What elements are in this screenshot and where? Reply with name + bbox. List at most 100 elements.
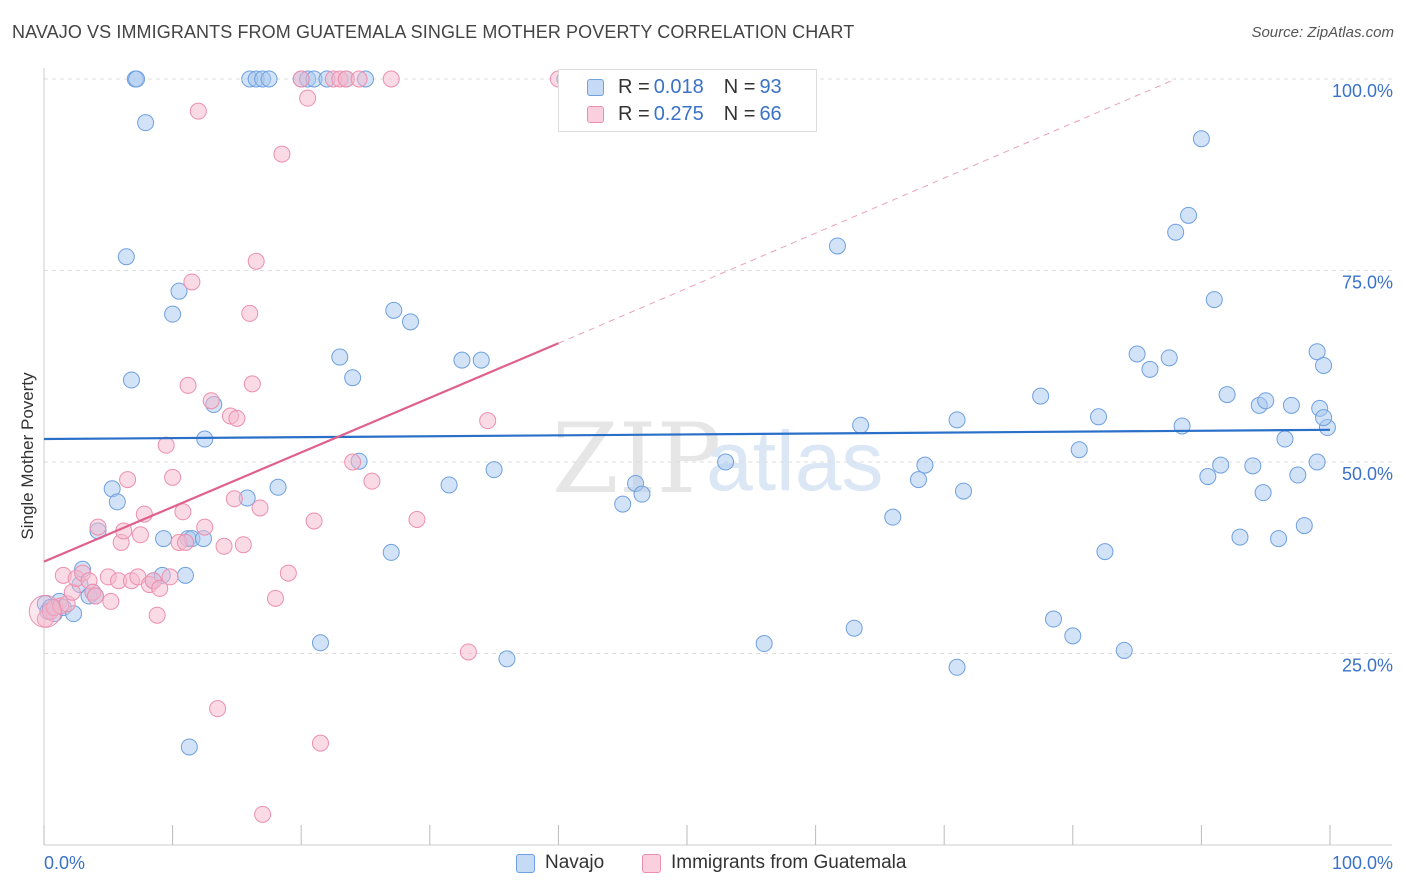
data-point	[122, 371, 140, 389]
data-point	[164, 468, 182, 486]
data-point	[1180, 206, 1198, 224]
data-point	[273, 145, 291, 163]
data-point	[845, 619, 863, 637]
data-point	[157, 436, 175, 454]
data-point	[117, 248, 135, 266]
y-tick-label: 25.0%	[1342, 656, 1393, 676]
data-point	[148, 606, 166, 624]
data-point	[717, 453, 735, 471]
data-point	[385, 301, 403, 319]
data-point	[180, 738, 198, 756]
data-point	[202, 392, 220, 410]
guatemala-n-value: 66	[759, 102, 782, 125]
data-point	[614, 495, 632, 513]
legend-item-guatemala[interactable]: Immigrants from Guatemala	[642, 852, 906, 874]
data-point	[1244, 457, 1262, 475]
data-point	[183, 273, 201, 291]
data-point	[1141, 360, 1159, 378]
data-point	[254, 805, 272, 823]
data-point	[828, 237, 846, 255]
data-point	[1205, 291, 1223, 309]
data-point	[948, 658, 966, 676]
tick-labels: 25.0% 50.0% 75.0% 100.0% 0.0% 100.0%	[44, 81, 1393, 873]
guatemala-trend-extension	[558, 78, 1176, 344]
data-point	[155, 530, 173, 548]
navajo-r-label: R =	[618, 75, 650, 98]
data-point	[1289, 466, 1307, 484]
data-point	[189, 102, 207, 120]
data-point	[215, 537, 233, 555]
data-point	[228, 409, 246, 427]
data-point	[1212, 456, 1230, 474]
navajo-legend-swatch	[516, 853, 535, 873]
data-point	[350, 70, 368, 88]
data-point	[852, 416, 870, 434]
data-point	[209, 700, 227, 718]
gridlines	[44, 78, 1392, 654]
data-point	[243, 375, 261, 393]
data-point	[633, 485, 651, 503]
data-point	[1199, 468, 1217, 486]
data-point	[119, 471, 137, 489]
legend-item-navajo[interactable]: Navajo	[516, 852, 604, 874]
data-point	[102, 592, 120, 610]
data-point	[1276, 430, 1294, 448]
data-point	[128, 70, 146, 88]
data-point	[1160, 349, 1178, 367]
data-point	[440, 476, 458, 494]
data-point	[479, 412, 497, 430]
data-point	[453, 351, 471, 369]
data-point	[485, 461, 503, 479]
chart-title: NAVAJO VS IMMIGRANTS FROM GUATEMALA SING…	[12, 22, 855, 42]
data-point	[299, 89, 317, 107]
data-point	[1282, 396, 1300, 414]
guatemala-r-value: 0.275	[653, 102, 704, 125]
data-point	[1218, 386, 1236, 404]
data-point	[1115, 641, 1133, 659]
data-point	[86, 587, 104, 605]
y-tick-label: 50.0%	[1342, 464, 1393, 484]
data-point	[472, 351, 490, 369]
y-tick-label: 100.0%	[1332, 81, 1393, 101]
data-point	[1070, 441, 1088, 459]
navajo-swatch	[587, 78, 604, 96]
data-point	[176, 533, 194, 551]
y-tick-label: 75.0%	[1342, 273, 1393, 293]
guatemala-legend-swatch	[642, 853, 661, 873]
navajo-n-label: N =	[723, 75, 756, 98]
navajo-legend-label: Navajo	[545, 852, 605, 873]
data-point	[247, 252, 265, 270]
data-point	[459, 643, 477, 661]
data-point	[1192, 130, 1210, 148]
data-point	[311, 634, 329, 652]
data-point	[1090, 408, 1108, 426]
data-point	[1308, 343, 1326, 361]
x-tick-label-end: 100.0%	[1332, 853, 1393, 873]
data-point	[196, 430, 214, 448]
data-point	[1045, 610, 1063, 628]
data-point	[251, 499, 269, 517]
series-legend: Navajo Immigrants from Guatemala	[0, 852, 1406, 878]
data-point	[161, 568, 179, 586]
data-point	[402, 313, 420, 331]
data-point	[382, 70, 400, 88]
data-point	[916, 456, 934, 474]
data-point	[241, 304, 259, 322]
data-point	[1167, 223, 1185, 241]
data-point	[1270, 530, 1288, 548]
data-point	[948, 411, 966, 429]
trend-lines	[43, 78, 1331, 563]
data-point	[1032, 387, 1050, 405]
data-point	[498, 650, 516, 668]
guatemala-r-label: R =	[618, 102, 650, 125]
data-point	[279, 564, 297, 582]
axes	[43, 68, 1392, 846]
y-axis-label: Single Mother Poverty	[18, 372, 37, 540]
data-point	[311, 734, 329, 752]
guatemala-swatch	[587, 105, 604, 123]
data-point	[225, 490, 243, 508]
data-point	[382, 543, 400, 561]
data-point	[1257, 392, 1275, 410]
data-point	[1231, 528, 1249, 546]
